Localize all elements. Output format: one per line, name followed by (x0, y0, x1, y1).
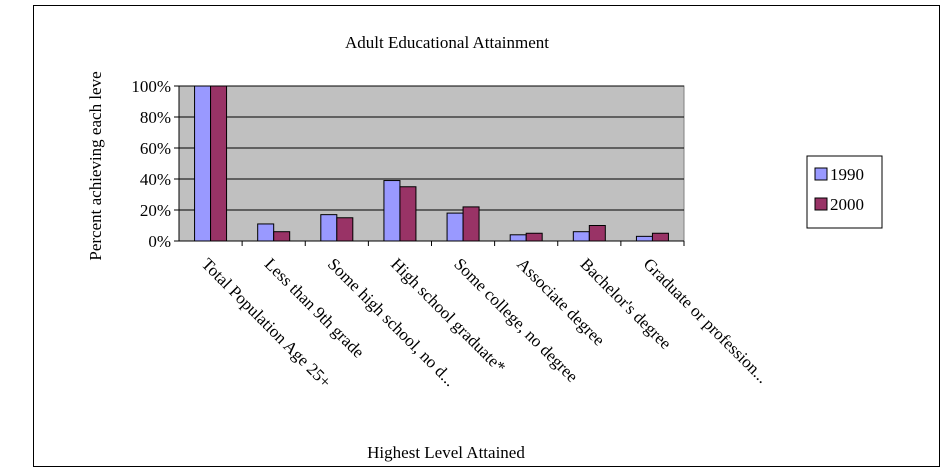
x-tick-label: High school graduate* (387, 254, 509, 376)
y-axis-label: Percent achieving each leve (86, 71, 105, 260)
y-tick-label: 60% (140, 139, 171, 158)
chart-title: Adult Educational Attainment (345, 33, 549, 52)
y-tick-label: 40% (140, 170, 171, 189)
legend-label-1990: 1990 (830, 165, 864, 184)
bar-2000-6 (525, 232, 543, 242)
y-tick-label: 0% (148, 232, 171, 251)
bar-1990-5 (446, 212, 464, 242)
x-tick-label: Graduate or profession... (640, 254, 773, 387)
bar-2000-5 (462, 206, 480, 242)
bar-2000-7 (588, 225, 606, 242)
y-tick-label: 100% (131, 77, 171, 96)
x-axis-label: Highest Level Attained (367, 443, 525, 462)
bar-2000-4 (399, 186, 417, 242)
legend-swatch-2000 (814, 197, 828, 211)
legend: 1990 2000 (806, 155, 883, 229)
x-tick-label: Some high school, no d... (324, 254, 460, 390)
bar-1990-2 (257, 223, 275, 242)
bar-2000-8 (651, 232, 669, 242)
x-tick-label: Total Population Age 25+ (198, 254, 335, 391)
bar-1990-8 (635, 235, 653, 242)
bar-1990-3 (320, 214, 338, 242)
legend-swatch-1990 (814, 167, 828, 181)
bar-1990-4 (383, 180, 401, 242)
y-tick-label: 80% (140, 108, 171, 127)
bar-2000-3 (336, 217, 354, 242)
legend-label-2000: 2000 (830, 195, 864, 214)
y-tick-label: 20% (140, 201, 171, 220)
bar-1990-6 (509, 234, 527, 242)
plot-background (178, 85, 685, 242)
bar-2000-1 (210, 85, 228, 242)
plot-area: 0% 20% 40% 60% 80% 100% Total Population Age 2… (131, 77, 772, 392)
bar-2000-2 (273, 231, 291, 242)
bar-1990-7 (572, 231, 590, 242)
bar-1990-1 (194, 85, 212, 242)
x-tick-label: Some college, no degree (450, 254, 582, 386)
